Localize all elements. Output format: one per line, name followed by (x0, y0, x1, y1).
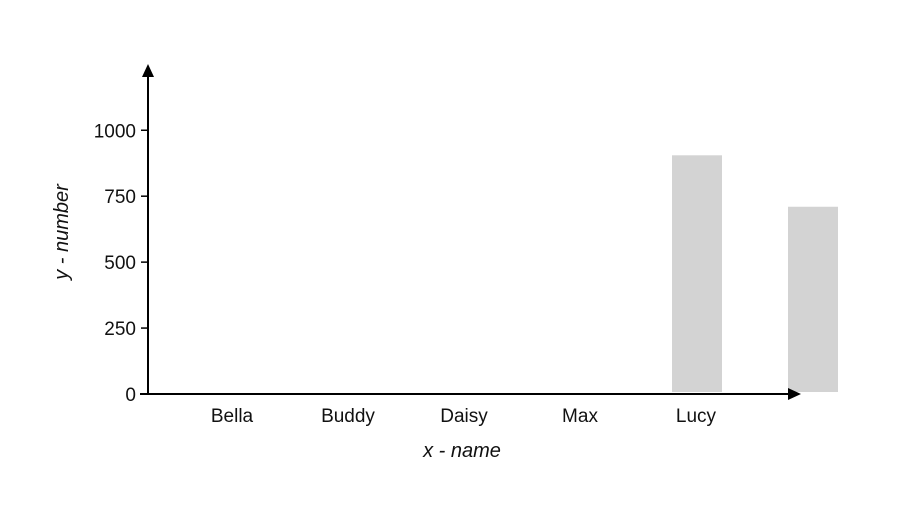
y-axis-title: y - number (51, 183, 73, 282)
y-tick-label: 0 (125, 385, 136, 406)
x-category-label: Daisy (440, 406, 488, 427)
bars-layer (672, 155, 838, 392)
x-category-label: Buddy (321, 406, 375, 427)
bar (672, 155, 722, 392)
y-axis-arrow-icon (142, 64, 154, 77)
y-ticks-layer: 0 250 500 750 1000 (94, 121, 148, 406)
x-axis-arrow-icon (788, 388, 801, 400)
x-category-label: Lucy (676, 406, 717, 427)
x-axis-title: x - name (422, 440, 501, 462)
y-tick-label: 250 (104, 319, 136, 340)
y-tick-label: 500 (104, 253, 136, 274)
x-categories-layer: Bella Buddy Daisy Max Lucy (211, 406, 717, 427)
axes-layer (140, 64, 801, 400)
x-category-label: Max (562, 406, 598, 427)
x-category-label: Bella (211, 406, 254, 427)
y-tick-label: 750 (104, 187, 136, 208)
y-tick-label: 1000 (94, 121, 136, 142)
bar (788, 206, 838, 392)
